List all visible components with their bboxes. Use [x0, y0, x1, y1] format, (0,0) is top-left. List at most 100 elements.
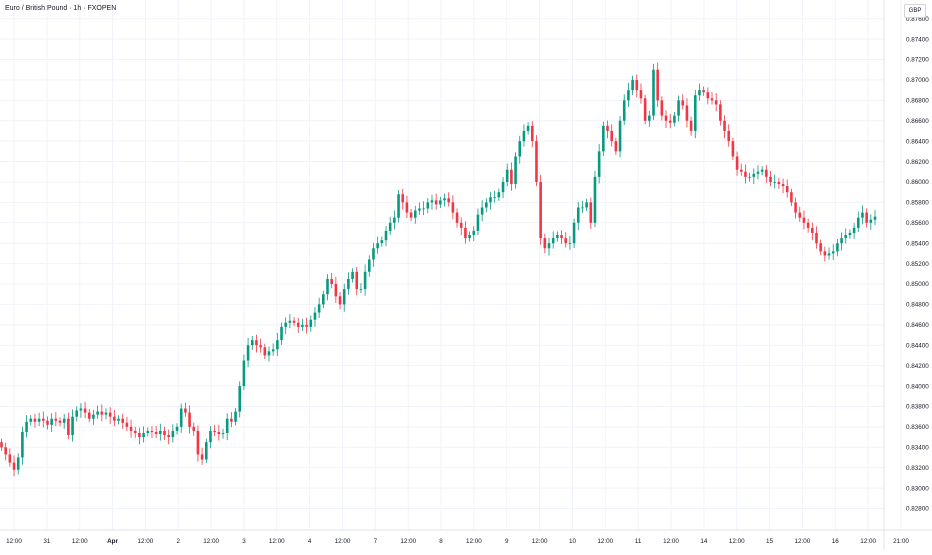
candle-body [802, 217, 806, 223]
candle-body [543, 238, 547, 249]
candle-body [602, 125, 605, 152]
candle-body [397, 194, 400, 218]
candle-body [246, 345, 250, 361]
x-tick-label: 12:00 [203, 538, 219, 545]
x-tick-label: 12:00 [860, 538, 876, 545]
candle-body [204, 442, 208, 460]
x-tick-label: 16 [832, 538, 840, 545]
candle-body [497, 192, 501, 198]
candle-body [129, 426, 133, 431]
candle-body [593, 176, 597, 223]
candle-body [648, 115, 651, 121]
candle-body [815, 232, 818, 244]
x-tick-label: 9 [505, 538, 509, 545]
candle-body [735, 156, 739, 170]
candle-body [242, 360, 246, 387]
candle-body [618, 120, 622, 152]
candle-body [4, 447, 7, 455]
candle-body [693, 95, 697, 131]
candle-body [175, 426, 179, 431]
candle-body [568, 243, 572, 244]
candle-body [271, 349, 275, 352]
candle-body [313, 312, 317, 320]
candle-body [631, 79, 634, 91]
candle-body [635, 79, 639, 91]
y-tick-label: 0.86200 [906, 159, 929, 166]
candle-body [50, 418, 53, 425]
candle-body [727, 130, 731, 142]
candle-body [305, 324, 308, 327]
candle-body [154, 431, 158, 435]
y-tick-label: 0.83800 [906, 404, 929, 411]
candle-body [21, 431, 24, 458]
candle-body [777, 181, 781, 185]
candle-body [551, 238, 555, 244]
candle-body [464, 227, 467, 239]
candle-body [388, 222, 392, 231]
candle-body [113, 416, 116, 421]
candle-body [188, 412, 191, 427]
candle-body [714, 100, 718, 105]
currency-badge[interactable]: GBP [904, 4, 926, 18]
candle-body [811, 227, 814, 233]
candle-body [836, 243, 839, 252]
candle-body [831, 251, 835, 254]
candle-body [163, 430, 166, 436]
candle-body [150, 430, 154, 432]
candle-body [192, 426, 196, 431]
candle-body [367, 259, 371, 272]
x-tick-label: 2 [176, 538, 180, 545]
y-tick-label: 0.87000 [906, 77, 929, 84]
candle-body [739, 169, 743, 172]
candle-body [276, 340, 279, 350]
candle-body [125, 422, 129, 427]
candle-body [660, 100, 664, 116]
candle-body [292, 320, 296, 323]
candle-body [656, 69, 659, 101]
candle-body [869, 219, 873, 223]
candle-body [8, 454, 12, 463]
candle-body [338, 296, 342, 305]
candle-body [848, 232, 852, 236]
y-tick-label: 0.84600 [906, 322, 929, 329]
y-tick-label: 0.87200 [906, 57, 929, 64]
candle-body [790, 192, 793, 203]
candle-body [238, 386, 242, 412]
candle-body [673, 115, 676, 123]
candle-body [760, 169, 764, 172]
candle-body [459, 222, 463, 228]
x-tick-label: 12:00 [795, 538, 811, 545]
candle-body [79, 408, 83, 411]
y-tick-label: 0.86400 [906, 138, 929, 145]
candle-body [351, 271, 354, 279]
candle-body [710, 98, 714, 101]
candle-body [221, 432, 225, 435]
candle-body [184, 408, 187, 413]
candle-body [769, 176, 772, 182]
candle-body [41, 418, 45, 421]
candle-body [167, 435, 170, 438]
candle-body [413, 210, 417, 218]
candle-body [405, 202, 409, 213]
candle-body [756, 171, 760, 174]
y-tick-label: 0.87400 [906, 36, 929, 43]
y-tick-label: 0.84200 [906, 363, 929, 370]
candle-body [865, 212, 868, 223]
candle-body [422, 208, 425, 210]
candle-body [505, 169, 509, 182]
candle-body [547, 243, 551, 249]
candle-body [744, 171, 747, 177]
candle-body [614, 141, 618, 152]
candle-body [37, 418, 41, 422]
candle-body [443, 198, 446, 201]
candle-body [301, 324, 304, 327]
candle-body [322, 294, 325, 305]
candle-body [698, 90, 701, 96]
candle-body [92, 414, 95, 419]
candle-body [209, 430, 212, 443]
candle-body [476, 214, 480, 231]
candle-body [393, 217, 396, 223]
candle-body [71, 416, 74, 436]
